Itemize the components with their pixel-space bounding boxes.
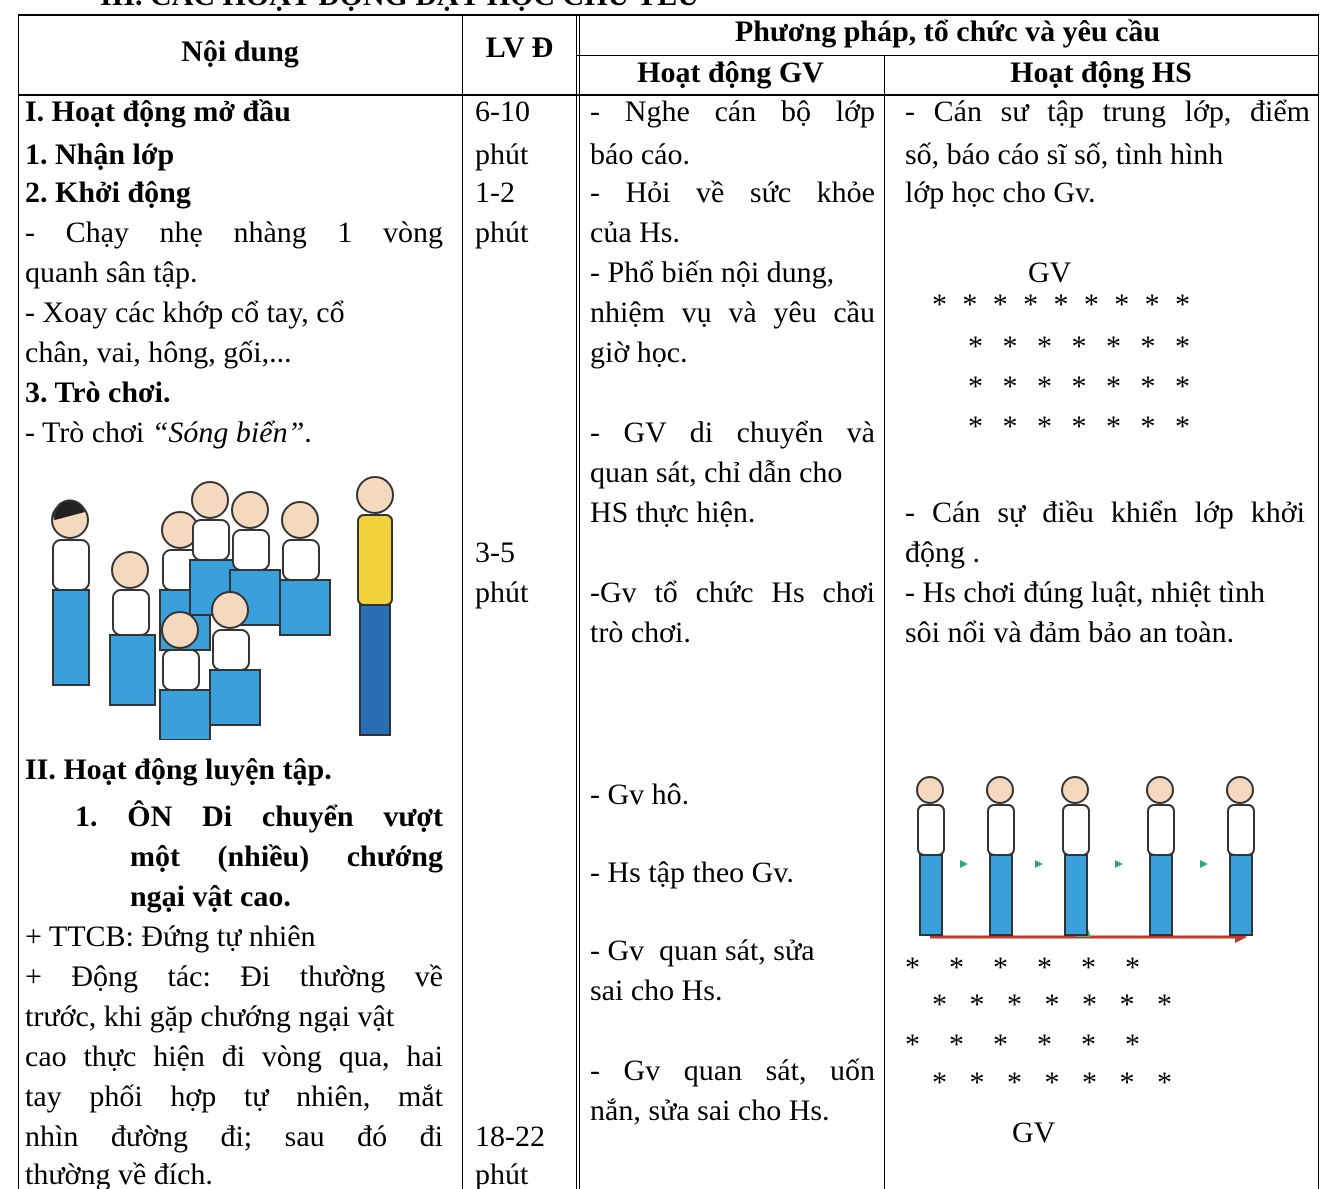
teacher-line: - Phổ biến nội dung, [590,256,835,289]
text: . [304,416,312,449]
teacher-line: nắn, sửa sai cho Hs. [590,1094,830,1127]
student-line: sôi nổi và đảm bảo an toàn. [905,616,1235,649]
content-line: - Xoay các khớp cổ tay, cổ [25,296,345,329]
movement-illustration [916,776,1255,943]
volume-line: phút [475,576,529,609]
teacher-line: nhiệm vụ và yêu cầu [590,296,875,329]
teacher-line: - Hs tập theo Gv. [590,856,794,889]
border [18,14,1319,16]
content-line: 1. ÔN Di chuyển vượt [75,800,443,833]
border [18,94,1319,96]
student-line: * * * * * * * [968,370,1190,403]
content-line: 1. Nhận lớp [25,138,175,171]
section-title: III. CÁC HOẠT ĐỘNG DẠY HỌC CHỦ YẾU [100,0,699,16]
subheader: Hoạt động GV [637,56,824,89]
border [576,14,577,1189]
teacher-line: - Gv quan sát, uốn [590,1054,875,1087]
teacher-line: báo cáo. [590,138,690,171]
teacher-line: quan sát, chỉ dẫn cho [590,456,843,489]
content-line: thường về đích. [25,1158,213,1189]
border [1318,14,1319,1189]
border [577,55,1319,56]
volume-line: 18-22 [475,1120,545,1153]
border [18,14,19,1189]
volume-line: phút [475,1158,529,1189]
student-line: lớp học cho Gv. [905,176,1096,209]
content-line: 3. Trò chơi. [25,376,171,409]
teacher-line: trò chơi. [590,616,691,649]
border [462,14,463,1189]
volume-line: phút [475,138,529,171]
volume-line: 3-5 [475,536,515,569]
content-line: II. Hoạt động luyện tập. [25,753,332,786]
content-line: + Động tác: Đi thường về [25,960,443,993]
student-line: GV [1028,256,1072,289]
student-line: động . [905,536,980,569]
student-line: * * * * * * [905,951,1140,984]
student-line: * * * * * * [905,1028,1140,1061]
content-line: 2. Khởi động [25,176,191,209]
student-line: * * * * * * * * * [932,288,1190,321]
header: Phương pháp, tổ chức và yêu cầu [734,15,1161,48]
content-line: chân, vai, hông, gối,... [25,336,292,369]
content-line: nhìn đường đi; sau đó đi [25,1120,443,1153]
student-line: - Hs chơi đúng luật, nhiệt tình [905,576,1265,609]
teacher-line: -Gv tổ chức Hs chơi [590,576,875,609]
text: - Trò chơi [25,416,152,449]
teacher-line: - GV di chuyển và [590,416,875,449]
content-line: - Chạy nhẹ nhàng 1 vòng [25,216,443,249]
volume-line: 6-10 [475,95,530,128]
content-line: trước, khi gặp chướng ngại vật [25,1000,395,1033]
student-line: - Cán sư tập trung lớp, điểm [905,95,1310,128]
game-name: “Sóng biển” [151,416,305,449]
content-line: + TTCB: Đứng tự nhiên [25,920,316,953]
student-line: số, báo cáo sĩ số, tình hình [905,138,1224,171]
volume-line: phút [475,216,529,249]
content-line: quanh sân tập. [25,256,198,289]
teacher-line: - Gv hô. [590,778,690,811]
content-line: tay phối hợp tự nhiên, mắt [25,1080,443,1113]
student-line: - Cán sự điều khiển lớp khởi [905,496,1305,529]
subheader: Hoạt động HS [1010,56,1192,89]
header: Nội dung [181,35,299,68]
border [884,55,885,1189]
teacher-line: HS thực hiện. [590,496,756,529]
content-line: I. Hoạt động mở đầu [25,95,291,128]
content-line: một (nhiều) chướng [130,840,443,873]
teacher-line: của Hs. [590,216,680,249]
teacher-line: - Nghe cán bộ lớp [590,95,875,128]
student-line: * * * * * * * [932,988,1172,1021]
teacher-line: sai cho Hs. [590,974,723,1007]
header: LV Đ [485,31,554,64]
game-illustration [51,476,394,740]
student-line: * * * * * * * [968,410,1190,443]
border [579,14,580,1189]
content-line: cao thực hiện đi vòng qua, hai [25,1040,443,1073]
content-line: ngại vật cao. [130,880,291,913]
teacher-line: - Gv quan sát, sửa [590,934,815,967]
student-line: GV [1012,1116,1056,1149]
volume-line: 1-2 [475,176,515,209]
student-line: * * * * * * * [968,330,1190,363]
student-line: * * * * * * * [932,1066,1172,1099]
game-line: - Trò chơi “Sóng biển”. [25,413,312,453]
teacher-line: giờ học. [590,336,688,369]
teacher-line: - Hỏi về sức khỏe [590,176,875,209]
